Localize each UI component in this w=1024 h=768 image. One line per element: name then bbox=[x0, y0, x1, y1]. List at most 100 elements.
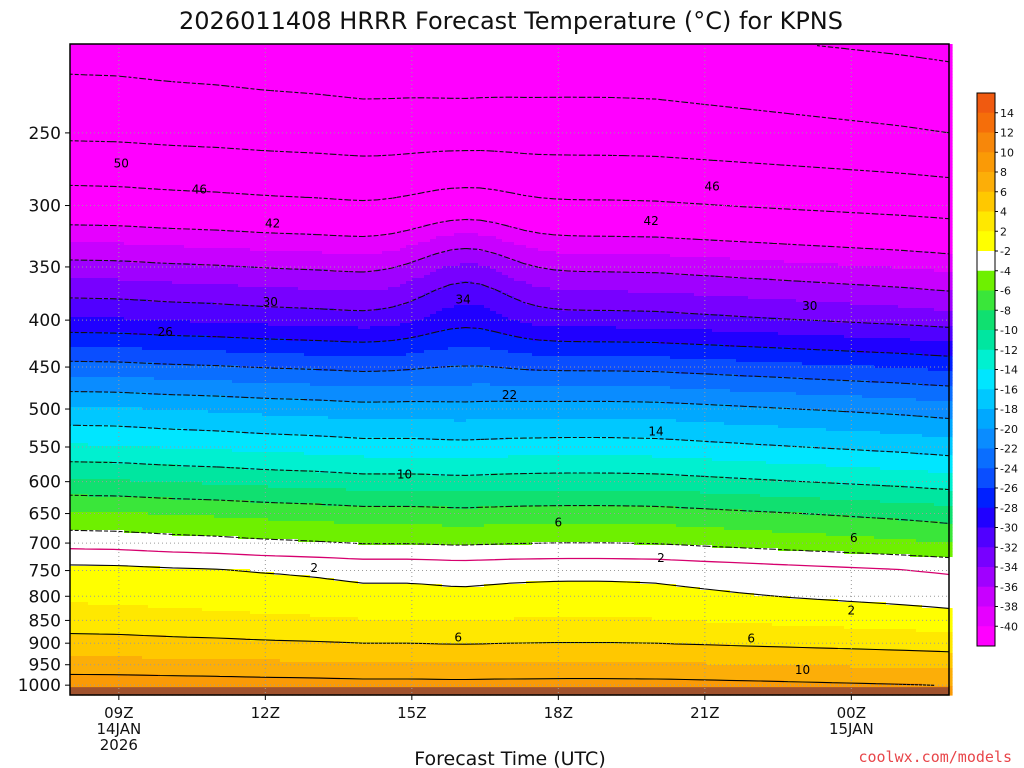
colorbar-label: 6 bbox=[1000, 186, 1007, 199]
contour--46 bbox=[69, 140, 950, 179]
colorbar-label: 2 bbox=[1000, 225, 1007, 238]
colorbar-label: 14 bbox=[1000, 107, 1014, 120]
colorbar-label: -18 bbox=[1000, 403, 1018, 416]
x-tick-label: 15Z bbox=[397, 704, 426, 722]
colorbar-label: -4 bbox=[1000, 265, 1011, 278]
colorbar-swatch bbox=[977, 389, 995, 410]
colorbar-swatch bbox=[977, 468, 995, 489]
colorbar-label: -16 bbox=[1000, 383, 1018, 396]
colorbar-label: -12 bbox=[1000, 344, 1018, 357]
contour-label: 42 bbox=[643, 214, 658, 228]
contour-label: 6 bbox=[747, 632, 755, 646]
contour--30 bbox=[69, 281, 950, 328]
colorbar-swatch bbox=[977, 152, 995, 173]
x-tick-label: 09Z bbox=[104, 704, 133, 722]
y-tick-label: 550 bbox=[29, 438, 61, 458]
colorbar-swatch bbox=[977, 330, 995, 351]
colorbar-label: -14 bbox=[1000, 364, 1018, 377]
colorbar-swatch bbox=[977, 349, 995, 370]
y-tick-label: 750 bbox=[29, 562, 61, 582]
y-tick-label: 350 bbox=[29, 258, 61, 278]
colorbar-label: -24 bbox=[1000, 462, 1018, 475]
colorbar-label: -20 bbox=[1000, 423, 1018, 436]
contour-label: 14 bbox=[648, 424, 663, 438]
contour-0 bbox=[69, 548, 950, 576]
colorbar-swatch bbox=[977, 448, 995, 469]
contour--50 bbox=[69, 73, 950, 134]
colorbar-swatch bbox=[977, 488, 995, 509]
contour-label: 34 bbox=[455, 293, 470, 307]
contour-label: 46 bbox=[705, 179, 720, 193]
colorbar-swatch bbox=[977, 231, 995, 252]
contour--54 bbox=[817, 45, 950, 63]
contour-label: 30 bbox=[263, 295, 278, 309]
y-tick-label: 1000 bbox=[18, 676, 61, 696]
colorbar-label: -2 bbox=[1000, 245, 1011, 258]
contour--18 bbox=[69, 390, 950, 420]
colorbar-swatch bbox=[977, 547, 995, 568]
y-tick-label: 450 bbox=[29, 358, 61, 378]
colorbar-label: 12 bbox=[1000, 127, 1014, 140]
y-tick-label: 950 bbox=[29, 656, 61, 676]
contour-label: 10 bbox=[795, 663, 810, 677]
colorbar-label: 4 bbox=[1000, 206, 1007, 219]
colorbar-swatch bbox=[977, 251, 995, 272]
colorbar-swatch bbox=[977, 270, 995, 291]
y-tick-label: 400 bbox=[29, 311, 61, 331]
contour-label: 46 bbox=[192, 182, 207, 196]
colorbar-label: -26 bbox=[1000, 482, 1018, 495]
x-tick-label: 2026 bbox=[100, 736, 138, 754]
contour-2 bbox=[69, 564, 950, 609]
colorbar-swatch bbox=[977, 527, 995, 548]
contour-label: 22 bbox=[502, 388, 517, 402]
y-tick-label: 250 bbox=[29, 124, 61, 144]
contour-label: 42 bbox=[265, 217, 280, 231]
colorbar-swatch bbox=[977, 369, 995, 390]
contour-label: 2 bbox=[657, 551, 665, 565]
y-tick-label: 500 bbox=[29, 400, 61, 420]
colorbar-label: -32 bbox=[1000, 541, 1018, 554]
plot-frame bbox=[69, 43, 950, 696]
y-tick-label: 900 bbox=[29, 634, 61, 654]
colorbar-label: 10 bbox=[1000, 146, 1014, 159]
colorbar-swatch bbox=[977, 211, 995, 232]
contour-label: 10 bbox=[397, 467, 412, 481]
colorbar-label: -22 bbox=[1000, 443, 1018, 456]
contour--42 bbox=[69, 184, 950, 220]
x-tick-label: 14JAN bbox=[96, 720, 141, 738]
contour--38 bbox=[69, 218, 950, 255]
contour-lines bbox=[69, 45, 950, 686]
y-tick-label: 850 bbox=[29, 611, 61, 631]
y-tick-label: 700 bbox=[29, 534, 61, 554]
colorbar-swatch bbox=[977, 586, 995, 607]
chart-title: 2026011408 HRRR Forecast Temperature (°C… bbox=[179, 7, 843, 35]
colorbar-swatch bbox=[977, 93, 995, 114]
contour-label: 6 bbox=[850, 531, 858, 545]
colorbar-swatch bbox=[977, 409, 995, 430]
colorbar-label: -6 bbox=[1000, 285, 1011, 298]
ground-band bbox=[70, 687, 949, 695]
colorbar-swatch bbox=[977, 112, 995, 133]
contour--14 bbox=[69, 424, 950, 457]
x-tick-label: 12Z bbox=[251, 704, 280, 722]
contour--6 bbox=[69, 494, 950, 524]
contour--2 bbox=[69, 529, 950, 559]
colorbar-label: 8 bbox=[1000, 166, 1007, 179]
colorbar-swatch bbox=[977, 606, 995, 627]
x-tick-label: 15JAN bbox=[829, 720, 874, 738]
credit-text[interactable]: coolwx.com/models bbox=[858, 748, 1012, 766]
x-tick-label: 00Z bbox=[837, 704, 866, 722]
contour--10 bbox=[69, 461, 950, 491]
x-tick-label: 18Z bbox=[544, 704, 573, 722]
contour-label: 2 bbox=[848, 603, 856, 617]
colorbar-label: -40 bbox=[1000, 620, 1018, 633]
colorbar-label: -10 bbox=[1000, 324, 1018, 337]
colorbar-label: -34 bbox=[1000, 561, 1018, 574]
y-tick-label: 300 bbox=[29, 197, 61, 217]
colorbar-swatch bbox=[977, 626, 995, 647]
colorbar-swatch bbox=[977, 132, 995, 153]
colorbar-swatch bbox=[977, 428, 995, 449]
